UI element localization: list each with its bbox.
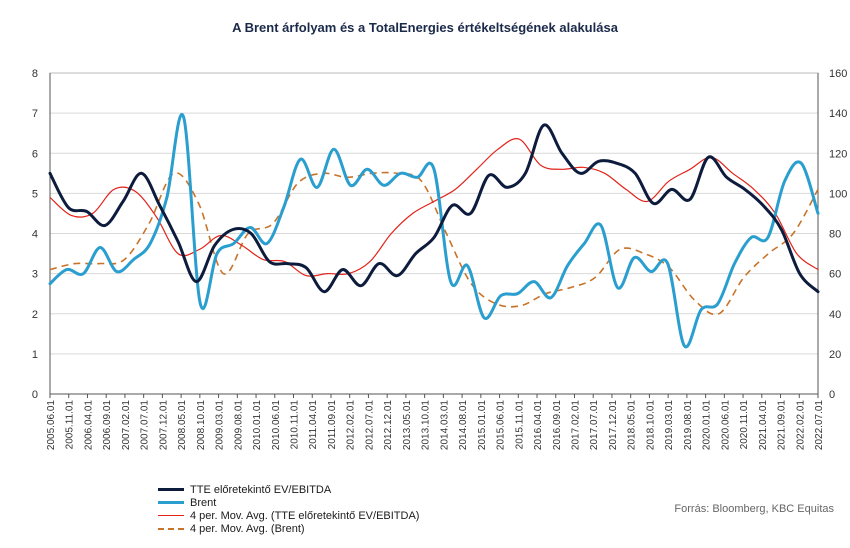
x-axis-labels: 2005.06.01 2005.11.01 2006.04.01 2006.09.01… bbox=[46, 400, 825, 450]
x-tick-label: 2017.12.01 bbox=[608, 400, 619, 450]
legend-swatch-tte-ma bbox=[158, 515, 184, 516]
legend-item-brent: Brent bbox=[158, 496, 419, 509]
x-tick-label: 2013.10.01 bbox=[421, 400, 432, 450]
series-line-0 bbox=[48, 123, 820, 294]
x-tick-label: 2007.07.01 bbox=[140, 400, 151, 450]
legend-swatch-tte bbox=[158, 488, 184, 491]
y-left-tick-label: 8 bbox=[32, 68, 38, 80]
x-tick-label: 2022.02.01 bbox=[795, 400, 806, 450]
y-right-tick-label: 40 bbox=[829, 309, 841, 321]
x-tick-label: 2007.02.01 bbox=[121, 400, 132, 450]
x-tick-label: 2015.11.01 bbox=[514, 400, 525, 450]
x-tick-label: 2021.04.01 bbox=[758, 400, 769, 450]
x-tick-label: 2011.04.01 bbox=[308, 400, 319, 450]
y-right-tick-label: 120 bbox=[829, 148, 847, 160]
chart-title: A Brent árfolyam és a TotalEnergies érté… bbox=[232, 20, 618, 35]
y-right-tick-label: 0 bbox=[829, 389, 835, 401]
gridlines bbox=[50, 112, 818, 355]
x-tick-label: 2014.03.01 bbox=[439, 400, 450, 450]
x-tick-label: 2006.04.01 bbox=[83, 400, 94, 450]
x-tick-label: 2017.07.01 bbox=[589, 400, 600, 450]
x-tick-label: 2010.11.01 bbox=[290, 400, 301, 450]
y-left-tick-label: 4 bbox=[32, 229, 38, 241]
legend-label-brent-ma: 4 per. Mov. Avg. (Brent) bbox=[190, 522, 305, 535]
x-tick-label: 2012.12.01 bbox=[383, 400, 394, 450]
axes bbox=[49, 73, 819, 398]
x-tick-label: 2019.03.01 bbox=[664, 400, 675, 450]
x-tick-label: 2008.10.01 bbox=[196, 400, 207, 450]
x-tick-label: 2018.10.01 bbox=[645, 400, 656, 450]
x-tick-label: 2021.09.01 bbox=[777, 400, 788, 450]
source-note: Forrás: Bloomberg, KBC Equitas bbox=[674, 503, 834, 515]
x-tick-label: 2005.11.01 bbox=[65, 400, 76, 450]
x-tick-label: 2009.03.01 bbox=[215, 400, 226, 450]
x-tick-label: 2019.08.01 bbox=[683, 400, 694, 450]
legend-swatch-brent-ma bbox=[158, 527, 184, 530]
legend-item-tte: TTE előretekintő EV/EBITDA bbox=[158, 483, 419, 496]
legend-label-tte: TTE előretekintő EV/EBITDA bbox=[190, 483, 332, 496]
x-tick-label: 2010.06.01 bbox=[271, 400, 282, 450]
legend: TTE előretekintő EV/EBITDA Brent 4 per. … bbox=[158, 483, 419, 535]
y-left-tick-label: 3 bbox=[32, 269, 38, 281]
y-right-tick-label: 100 bbox=[829, 188, 847, 200]
x-tick-label: 2018.05.01 bbox=[627, 400, 638, 450]
x-tick-label: 2020.06.01 bbox=[720, 400, 731, 450]
y-right-tick-label: 160 bbox=[829, 68, 847, 80]
x-tick-label: 2015.06.01 bbox=[496, 400, 507, 450]
x-tick-label: 2022.07.01 bbox=[814, 400, 825, 450]
x-tick-label: 2009.08.01 bbox=[233, 400, 244, 450]
x-tick-label: 2020.11.01 bbox=[739, 400, 750, 450]
series-line-1 bbox=[48, 113, 820, 349]
legend-label-brent: Brent bbox=[190, 496, 217, 509]
x-tick-label: 2010.01.01 bbox=[252, 400, 263, 450]
y-left-tick-label: 5 bbox=[32, 188, 38, 200]
x-tick-label: 2005.06.01 bbox=[46, 400, 57, 450]
series-lines bbox=[48, 113, 820, 349]
x-tick-label: 2014.08.01 bbox=[458, 400, 469, 450]
x-tick-label: 2012.02.01 bbox=[346, 400, 357, 450]
y-right-tick-label: 60 bbox=[829, 269, 841, 281]
x-tick-label: 2015.01.01 bbox=[477, 400, 488, 450]
y-left-tick-label: 6 bbox=[32, 148, 38, 160]
legend-item-tte-ma: 4 per. Mov. Avg. (TTE előretekintő EV/EB… bbox=[158, 509, 419, 522]
y-right-tick-label: 80 bbox=[829, 229, 841, 241]
x-tick-label: 2007.12.01 bbox=[158, 400, 169, 450]
legend-swatch-brent bbox=[158, 501, 184, 504]
y-right-tick-label: 140 bbox=[829, 108, 847, 120]
x-tick-label: 2017.02.01 bbox=[570, 400, 581, 450]
x-tick-label: 2016.04.01 bbox=[533, 400, 544, 450]
x-tick-label: 2008.05.01 bbox=[177, 400, 188, 450]
x-tick-label: 2020.01.01 bbox=[702, 400, 713, 450]
y-left-tick-label: 0 bbox=[32, 389, 38, 401]
legend-label-tte-ma: 4 per. Mov. Avg. (TTE előretekintő EV/EB… bbox=[190, 509, 420, 522]
y-left-tick-label: 1 bbox=[32, 349, 38, 361]
series-line-2 bbox=[49, 138, 819, 277]
series-line-3 bbox=[49, 171, 819, 316]
x-tick-label: 2012.07.01 bbox=[364, 400, 375, 450]
x-tick-label: 2016.09.01 bbox=[552, 400, 563, 450]
y-left-tick-label: 7 bbox=[32, 108, 38, 120]
legend-item-brent-ma: 4 per. Mov. Avg. (Brent) bbox=[158, 522, 419, 535]
y-left-tick-label: 2 bbox=[32, 309, 38, 321]
x-tick-label: 2006.09.01 bbox=[102, 400, 113, 450]
x-tick-label: 2013.05.01 bbox=[402, 400, 413, 450]
y-right-tick-label: 20 bbox=[829, 349, 841, 361]
x-tick-label: 2011.09.01 bbox=[327, 400, 338, 450]
